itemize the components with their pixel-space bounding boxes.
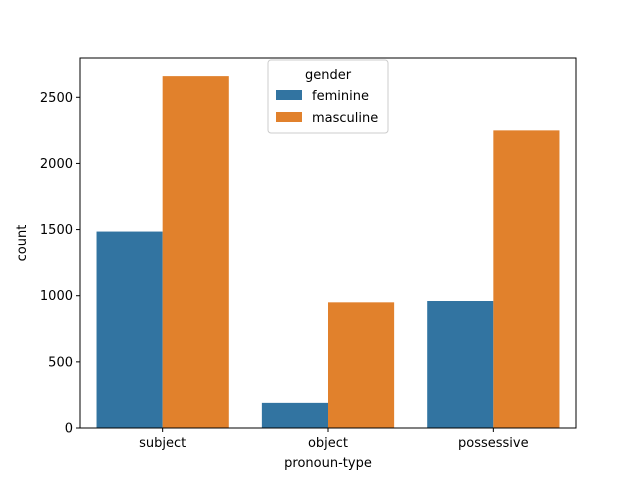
legend-swatch-masculine [276, 112, 302, 122]
y-tick-label: 1500 [40, 223, 73, 238]
x-tick-label: object [308, 436, 348, 451]
bar-possessive-feminine [427, 301, 494, 428]
x-axis-label: pronoun-type [284, 456, 372, 471]
legend-label-masculine: masculine [312, 111, 378, 126]
bar-subject-masculine [162, 76, 229, 428]
x-tick-label: possessive [458, 436, 529, 451]
legend-label-feminine: feminine [312, 89, 369, 104]
bars-group [96, 76, 560, 428]
y-axis-label: count [15, 225, 30, 262]
y-tick-label: 2000 [40, 157, 73, 172]
legend-entries: feminine masculine [276, 89, 378, 126]
legend: gender feminine masculine [267, 59, 389, 134]
bar-object-masculine [328, 302, 395, 428]
x-axis: subject object possessive [139, 428, 529, 451]
y-tick-label: 0 [65, 422, 73, 437]
bar-subject-feminine [96, 231, 163, 428]
legend-swatch-feminine [276, 90, 302, 100]
y-tick-label: 1000 [40, 289, 73, 304]
bar-object-feminine [261, 402, 328, 428]
x-tick-label: subject [139, 436, 186, 451]
y-tick-label: 500 [48, 355, 73, 370]
y-tick-label: 2500 [40, 91, 73, 106]
legend-title: gender [305, 68, 352, 83]
bar-possessive-masculine [493, 130, 560, 428]
y-axis: 0 500 1000 1500 2000 2500 [40, 91, 80, 437]
